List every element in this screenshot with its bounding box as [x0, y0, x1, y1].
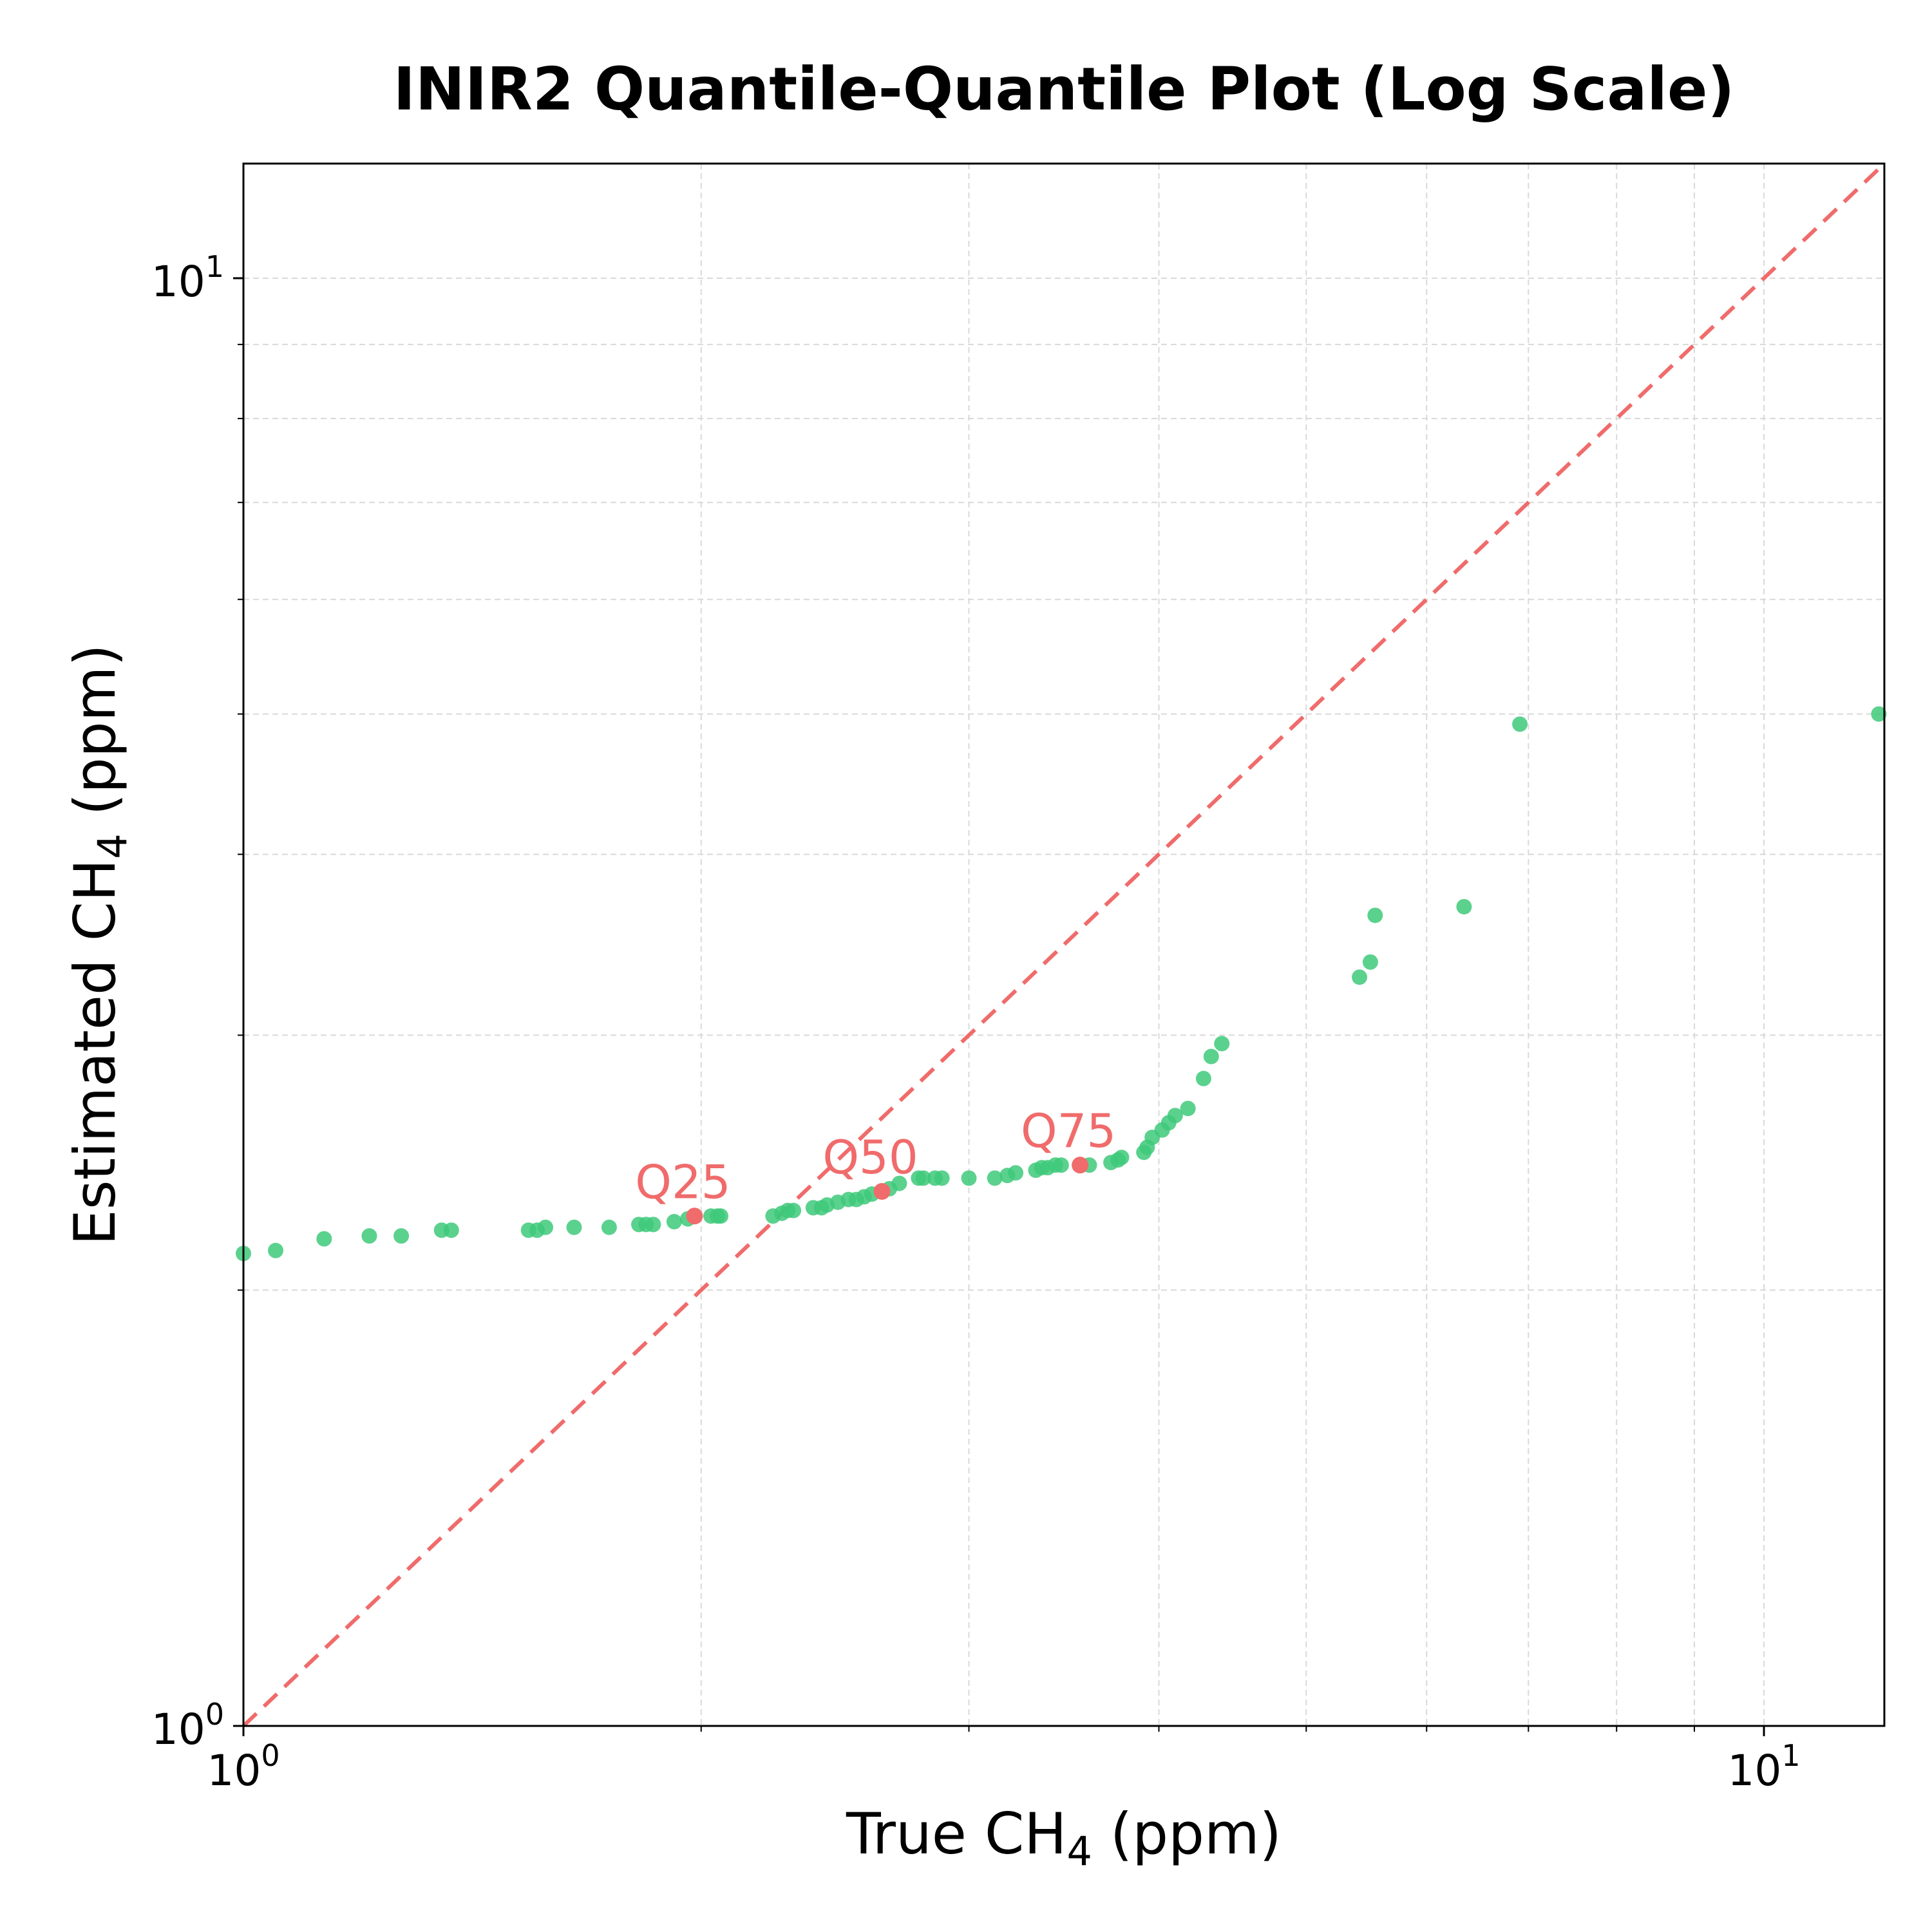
data-point: [786, 1202, 802, 1218]
data-point: [1053, 1157, 1069, 1173]
data-point: [915, 1170, 931, 1186]
quantile-label: Q50: [822, 1130, 918, 1184]
x-tick-label-exponent: 0: [261, 1738, 279, 1773]
x-tick-label: 100: [207, 1738, 279, 1795]
data-point: [645, 1217, 661, 1233]
quantile-marker: [873, 1183, 891, 1200]
x-axis-label-unit: (ppm): [1092, 1801, 1282, 1867]
data-point: [1113, 1150, 1130, 1166]
data-point: [1203, 1048, 1219, 1065]
quantile-label: Q75: [1021, 1104, 1116, 1158]
grid: [243, 164, 1884, 1727]
y-tick-label: 101: [151, 249, 224, 307]
x-axis-label: True CH4 (ppm): [846, 1801, 1282, 1875]
data-point: [934, 1170, 950, 1186]
data-point: [1008, 1165, 1024, 1181]
data-point: [1456, 898, 1472, 914]
y-tick-label-base: 10: [151, 1705, 205, 1754]
plot-area-frame: [242, 162, 1886, 1727]
data-point: [1180, 1101, 1196, 1117]
data-point: [1214, 1036, 1230, 1052]
data-points: [236, 706, 1887, 1262]
data-point: [1512, 716, 1528, 732]
y-tick-label-exponent: 0: [205, 1697, 224, 1732]
y-tick-label-base: 10: [151, 257, 205, 307]
x-tick-label-exponent: 1: [1781, 1738, 1800, 1773]
x-tick-label-base: 10: [207, 1746, 261, 1795]
data-point: [316, 1231, 332, 1247]
data-point: [1362, 954, 1378, 970]
data-point: [891, 1175, 907, 1191]
quantile-marker: [1072, 1157, 1089, 1174]
y-axis-label-main: Estimated CH: [62, 859, 128, 1245]
data-point: [393, 1228, 410, 1244]
data-point: [538, 1219, 554, 1235]
x-tick-label: 101: [1727, 1738, 1800, 1795]
data-point: [361, 1228, 377, 1244]
x-axis-label-main: True CH: [846, 1801, 1067, 1867]
data-point: [987, 1170, 1003, 1186]
quantile-markers: Q25 Q50 Q75: [635, 1104, 1116, 1225]
data-point: [443, 1222, 459, 1238]
data-point: [1167, 1108, 1183, 1124]
y-axis-label: Estimated CH4 (ppm): [62, 644, 136, 1245]
x-tick-label-base: 10: [1727, 1746, 1781, 1795]
data-point: [961, 1170, 977, 1186]
y-tick-label-exponent: 1: [205, 249, 224, 284]
x-axis-label-subscript: 4: [1066, 1828, 1092, 1875]
y-tick-label: 100: [151, 1697, 224, 1754]
data-point: [1352, 969, 1368, 985]
y-axis-label-subscript: 4: [89, 833, 136, 858]
data-point: [1871, 706, 1887, 722]
data-point: [1367, 907, 1383, 923]
data-point: [566, 1219, 582, 1235]
data-point: [666, 1214, 682, 1230]
quantile-label: Q25: [635, 1155, 730, 1209]
identity-reference-line: [242, 162, 1886, 1728]
data-point: [268, 1242, 284, 1258]
y-axis-label-unit: (ppm): [62, 644, 128, 833]
chart-title: INIR2 Quantile-Quantile Plot (Log Scale): [393, 55, 1735, 124]
data-point: [1195, 1070, 1211, 1086]
data-point: [713, 1208, 729, 1224]
quantile-marker: [686, 1208, 703, 1225]
data-point: [601, 1219, 617, 1235]
